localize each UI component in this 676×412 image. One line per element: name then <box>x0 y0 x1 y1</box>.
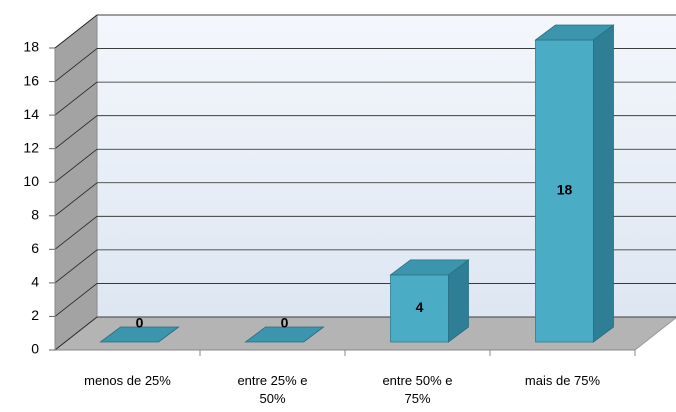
bar-top <box>534 24 615 41</box>
data-label: 0 <box>281 315 289 331</box>
bar-front <box>535 39 594 343</box>
bar-top <box>244 326 325 343</box>
grid-line <box>54 249 98 284</box>
grid-line <box>54 148 98 183</box>
grid-line <box>54 216 98 250</box>
y-tick-label: 8 <box>31 206 39 222</box>
bar-top <box>99 326 180 343</box>
bar <box>389 259 470 343</box>
bar <box>534 24 615 343</box>
bar-side <box>593 24 614 343</box>
y-tick-label: 6 <box>31 240 39 256</box>
y-tick-label: 16 <box>23 72 39 88</box>
y-tick-label: 18 <box>23 39 39 55</box>
bar-front <box>390 274 449 343</box>
data-label: 4 <box>416 299 424 315</box>
x-tick-label: entre 50% e 75% <box>382 373 453 406</box>
y-tick-label: 0 <box>31 341 39 357</box>
y-tick-label: 12 <box>23 139 39 155</box>
x-tick-label: entre 25% e 50% <box>237 373 308 406</box>
y-tick-label: 4 <box>31 274 39 290</box>
grid-line <box>54 182 98 217</box>
y-tick-label: 2 <box>31 307 39 323</box>
data-label: 18 <box>557 182 573 198</box>
bar <box>244 326 325 343</box>
bar <box>99 326 180 343</box>
grid-line <box>54 81 98 116</box>
grid-line <box>54 14 98 49</box>
bar-top <box>389 259 470 276</box>
grid-line <box>54 316 98 351</box>
x-tick-label: mais de 75% <box>524 373 601 388</box>
x-tick-label: menos de 25% <box>84 373 171 388</box>
grid-line <box>54 115 98 149</box>
data-label: 0 <box>136 315 144 331</box>
y-tick-label: 10 <box>23 173 39 189</box>
grid-line <box>54 48 98 82</box>
grid-line <box>54 283 98 317</box>
y-tick-label: 14 <box>23 106 39 122</box>
